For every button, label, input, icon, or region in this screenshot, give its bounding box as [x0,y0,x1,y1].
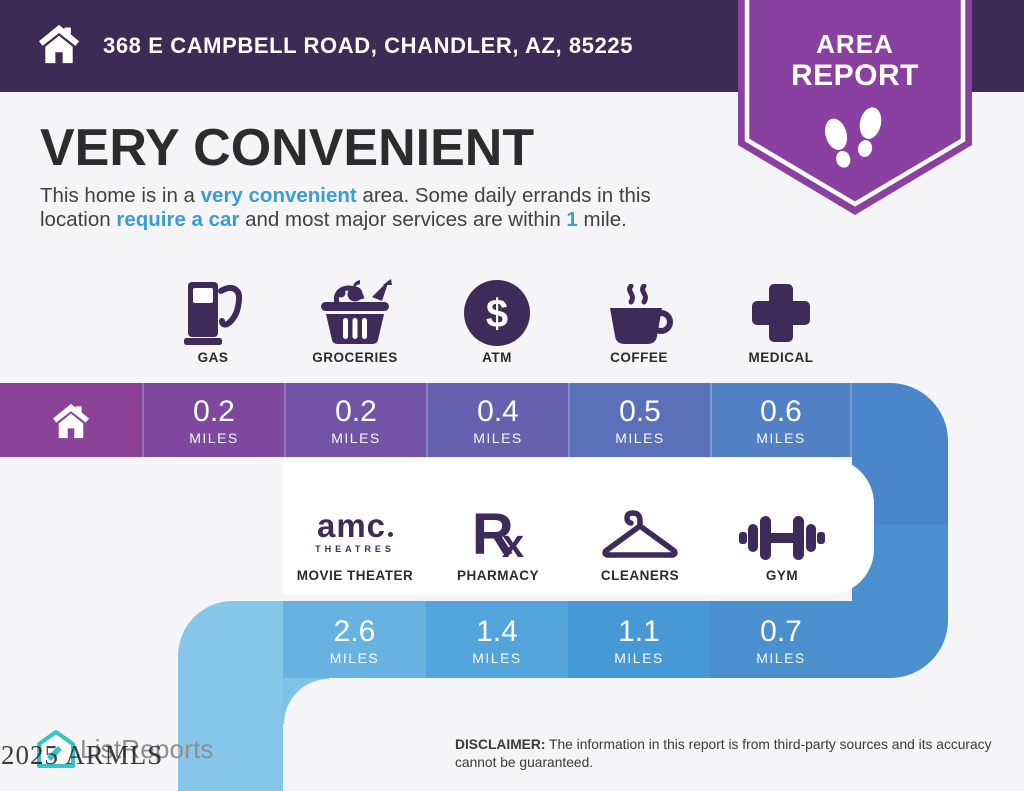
distance-unit: MILES [614,649,664,666]
amenity-gas: GAS [142,264,284,365]
disclaimer-text: The information in this report is from t… [455,737,992,770]
home-icon [38,24,80,64]
amenity-label: MOVIE THEATER [296,568,414,583]
amenity-label: GAS [197,350,229,365]
distance-row-2: 2.6 MILES 1.4 MILES 1.1 MILES 0.7 MILES [283,601,852,678]
distance-cell-movie-theater: 2.6 MILES [283,601,426,678]
brand-name: ListReports [80,733,214,764]
coffee-cup-icon [610,284,673,344]
intro-text: This home is in a [40,184,201,207]
distance-row-1: 0.2 MILES 0.2 MILES 0.4 MILES 0.5 MILES … [0,383,852,457]
page-title: VERY CONVENIENT [40,119,535,177]
badge-line2: REPORT [791,59,919,92]
distance-value: 0.2 [193,395,235,428]
intro-text: and most major services are within [239,208,567,231]
dollar-symbol: $ [486,292,508,336]
intro-highlight: very convenient [200,184,357,207]
pennant-border [744,0,966,207]
amc-dot [388,532,394,537]
distance-cell-medical: 0.6 MILES [710,383,852,457]
intro-text: mile. [577,208,627,231]
distance-unit: MILES [473,430,523,446]
distance-value: 0.2 [335,395,377,428]
intro-text: area. Some daily errands in this [356,184,651,207]
amenity-label: COFFEE [610,350,668,365]
watermark: 2025 ARMLS [1,740,164,770]
listreports-logo: ListReports [36,729,214,769]
distance-cell-atm: 0.4 MILES [426,383,568,457]
distance-unit: MILES [756,649,806,666]
property-address: 368 E CAMPBELL ROAD, CHANDLER, AZ, 85225 [103,33,634,58]
intro-highlight: require a car [116,208,240,231]
distance-cell-groceries: 0.2 MILES [284,383,426,457]
grocery-basket-icon [321,279,392,344]
disclaimer-label: DISCLAIMER: [455,737,546,752]
amc-theatres-logo: amc THEATRES [315,507,395,554]
distance-cell-cleaners: 1.1 MILES [568,601,710,678]
distance-cell-gym: 0.7 MILES [710,601,852,678]
amc-wordmark: amc [316,507,387,544]
distance-value: 2.6 [333,614,376,648]
amenity-label: GROCERIES [312,350,398,365]
intro-text: location [40,208,117,231]
amenity-label: MEDICAL [748,350,814,365]
amenity-groceries: GROCERIES [284,264,426,365]
distance-unit: MILES [329,649,380,666]
listreports-house-icon [37,730,75,768]
home-cell [0,383,142,457]
distance-value: 1.1 [618,614,660,648]
distance-cell-pharmacy: 1.4 MILES [426,601,568,678]
distance-cell-gas: 0.2 MILES [142,383,284,457]
distance-value: 0.4 [477,395,519,428]
pennant-shape [738,0,972,215]
amenity-label: PHARMACY [456,568,539,583]
amenity-label: ATM [482,350,512,365]
home-icon [53,403,89,439]
amenity-gym: GYM [711,482,853,583]
distance-unit: MILES [331,430,381,446]
distance-unit: MILES [756,430,806,446]
amenity-medical: MEDICAL [710,264,852,365]
amc-sub-wordmark: THEATRES [315,544,395,554]
badge-line1: AREA [816,29,894,59]
distance-value: 0.7 [760,614,802,648]
footprints-icon [825,107,882,168]
amenity-atm: $ ATM [426,264,568,365]
medical-cross-icon [752,284,810,342]
area-report-badge: AREA REPORT [738,0,972,218]
distance-unit: MILES [472,649,522,666]
distance-value: 1.4 [476,614,518,648]
distance-unit: MILES [615,430,665,446]
amenity-label: GYM [765,568,799,583]
dollar-circle-icon: $ [464,280,530,346]
distance-value: 0.6 [760,395,802,428]
amenity-cleaners: CLEANERS [569,482,711,583]
band-tail-fillet [283,678,329,724]
amenity-movie-theater: amc THEATRES MOVIE THEATER [284,482,426,583]
amenity-label: CLEANERS [600,568,680,583]
gas-pump-icon [184,282,242,345]
distance-unit: MILES [189,430,239,446]
amenity-coffee: COFFEE [568,264,710,365]
disclaimer: DISCLAIMER: The information in this repo… [455,736,1000,772]
hanger-icon [602,510,678,558]
intro-paragraph: This home is in a very convenient area. … [40,184,820,232]
amenities-panel [283,458,874,595]
band-tail-left [178,601,283,791]
distance-cell-coffee: 0.5 MILES [568,383,710,457]
distance-value: 0.5 [619,395,661,428]
dumbbell-icon [739,516,825,560]
intro-highlight: 1 [566,208,578,231]
